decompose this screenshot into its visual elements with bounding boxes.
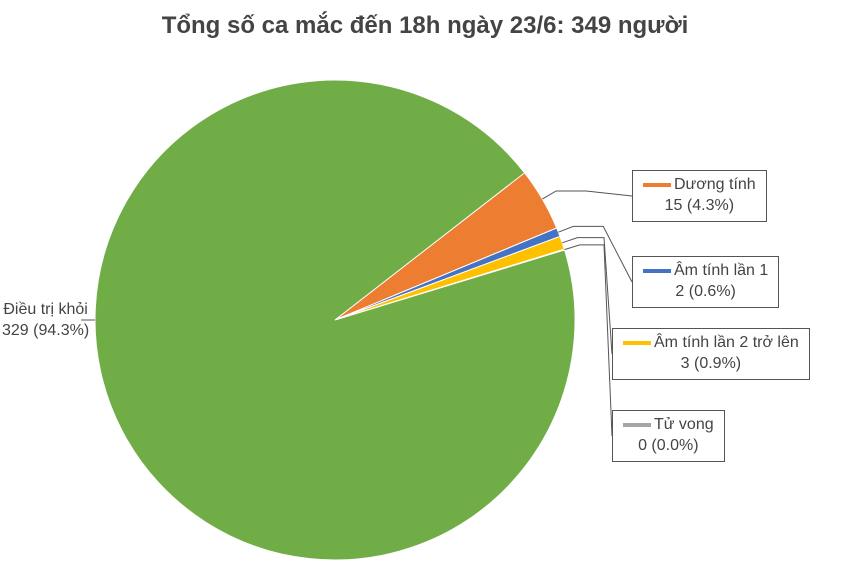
swatch-icon xyxy=(643,269,671,273)
label-dieu-tri-khoi: Điều trị khỏi 329 (94.3%) xyxy=(2,300,89,342)
label-value: 329 (94.3%) xyxy=(2,321,89,342)
label-duong-tinh: Dương tính 15 (4.3%) xyxy=(632,170,767,222)
label-value: 15 (4.3%) xyxy=(643,196,756,217)
swatch-icon xyxy=(643,183,671,187)
label-text: Tử vong xyxy=(654,416,714,433)
label-text: Điều trị khỏi xyxy=(2,300,89,321)
label-am-tinh-lan-1: Âm tính lần 1 2 (0.6%) xyxy=(632,256,779,308)
label-header: Âm tính lần 1 xyxy=(643,261,768,282)
chart-container: { "chart": { "type": "pie", "title": "Tổ… xyxy=(0,0,850,567)
label-value: 2 (0.6%) xyxy=(643,282,768,303)
label-am-tinh-lan-2: Âm tính lần 2 trở lên 3 (0.9%) xyxy=(612,328,810,380)
swatch-icon xyxy=(623,423,651,427)
label-tu-vong: Tử vong 0 (0.0%) xyxy=(612,410,725,462)
label-header: Dương tính xyxy=(643,175,756,196)
label-header: Tử vong xyxy=(623,415,714,436)
pie-slice xyxy=(95,80,575,560)
label-header: Âm tính lần 2 trở lên xyxy=(623,333,799,354)
label-text: Âm tính lần 2 trở lên xyxy=(654,334,799,351)
label-text: Âm tính lần 1 xyxy=(674,262,768,279)
label-value: 3 (0.9%) xyxy=(623,354,799,375)
label-value: 0 (0.0%) xyxy=(623,436,714,457)
label-text: Dương tính xyxy=(674,176,756,193)
swatch-icon xyxy=(623,341,651,345)
